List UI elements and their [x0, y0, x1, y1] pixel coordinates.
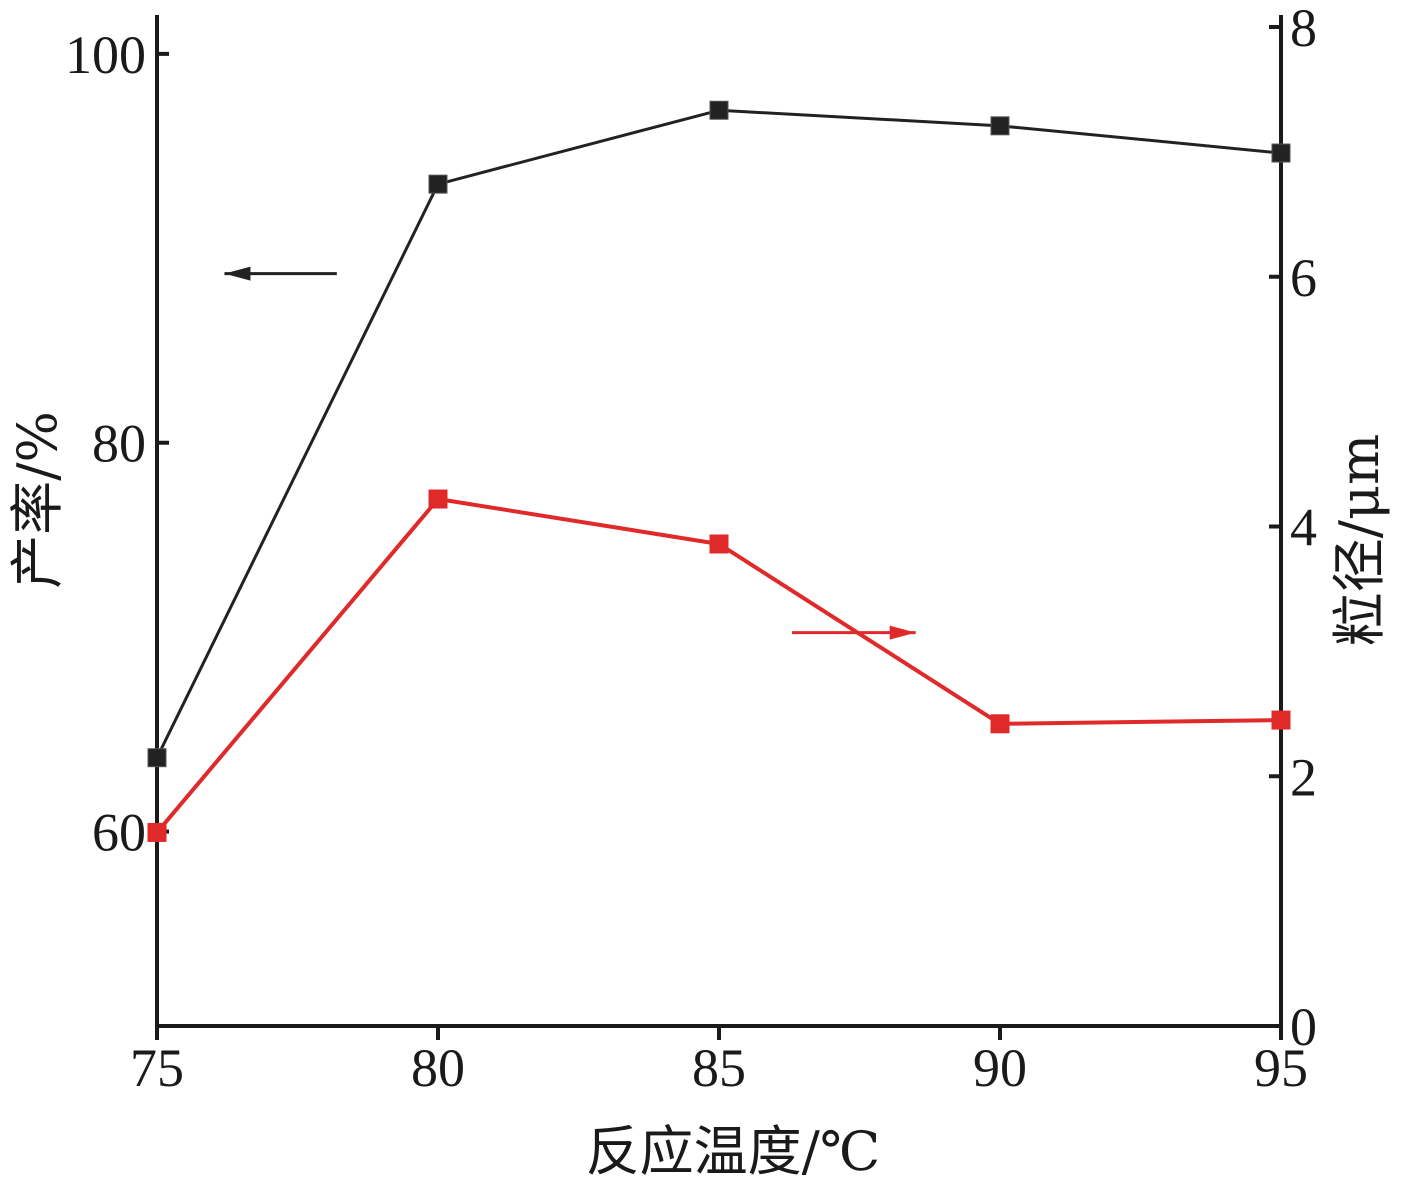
series-2-point	[147, 822, 167, 842]
axes: 75 80 85 90 95 60 80 100 0 2 4 6 8	[65, 0, 1317, 1098]
left-y-tick-label: 80	[92, 414, 146, 474]
x-tick-label: 95	[1254, 1038, 1308, 1098]
left-axis-arrow	[224, 266, 337, 281]
right-y-tick-label: 2	[1290, 747, 1317, 807]
right-y-tick-label: 6	[1290, 248, 1317, 308]
series-2	[147, 489, 1291, 842]
series-2-point	[990, 714, 1010, 734]
right-y-tick-label: 8	[1290, 0, 1317, 58]
left-y-tick-label: 100	[65, 25, 146, 85]
arrow-head	[224, 266, 251, 281]
arrow-head	[889, 625, 916, 640]
x-tick-label: 85	[692, 1038, 746, 1098]
right-y-tick-label: 4	[1290, 498, 1317, 558]
series-1-point	[1271, 143, 1291, 163]
series-1-point	[147, 748, 167, 768]
series-2-point	[1271, 710, 1291, 730]
series-layer	[147, 100, 1291, 842]
left-y-tick-label: 60	[92, 803, 146, 863]
series-1-line	[155, 108, 1282, 759]
x-tick-label: 80	[411, 1038, 465, 1098]
x-tick-label: 75	[130, 1038, 184, 1098]
annotations	[224, 266, 916, 640]
right-y-tick-label: 0	[1290, 997, 1317, 1057]
series-1-point	[428, 174, 448, 194]
right-axis-arrow	[792, 625, 916, 640]
series-2-point	[428, 489, 448, 509]
x-tick-label: 90	[973, 1038, 1027, 1098]
left-y-axis-title: 产率/%	[6, 411, 69, 589]
series-1	[147, 100, 1291, 768]
series-2-point	[709, 534, 729, 554]
right-y-axis-title: 粒径/μm	[1328, 434, 1391, 647]
series-1-point	[709, 100, 729, 120]
series-1-point	[990, 116, 1010, 136]
x-axis-title: 反应温度/℃	[586, 1120, 881, 1181]
